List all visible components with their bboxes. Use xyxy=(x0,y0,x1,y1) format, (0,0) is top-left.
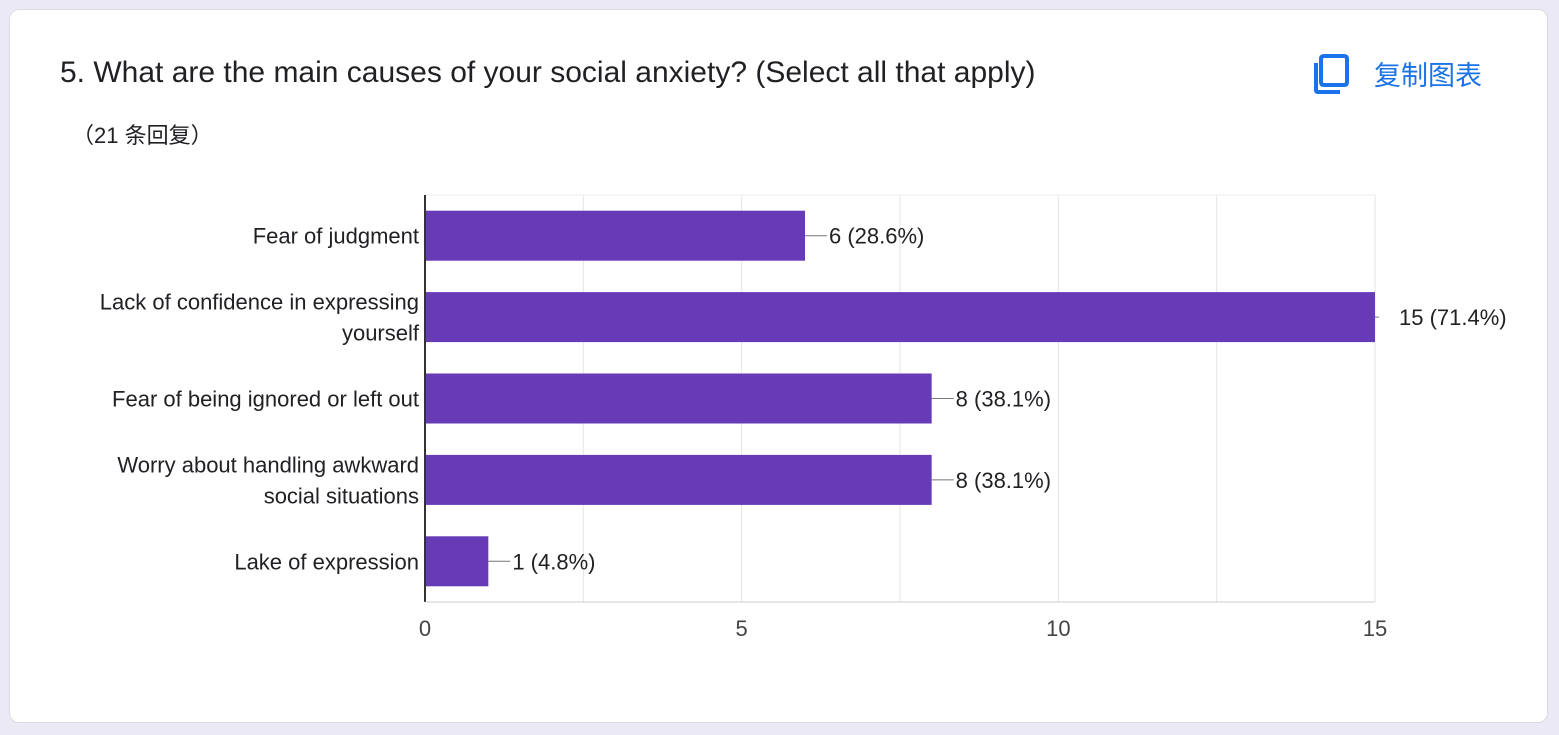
copy-chart-label: 复制图表 xyxy=(1374,60,1482,92)
bar xyxy=(425,292,1375,343)
category-label: social situations xyxy=(264,483,419,508)
data-label: 1 (4.8%) xyxy=(512,549,595,574)
category-label: Lake of expression xyxy=(234,549,419,574)
data-label: 6 (28.6%) xyxy=(829,224,924,249)
copy-chart-button[interactable]: 复制图表 xyxy=(1314,50,1482,96)
category-label: Lack of confidence in expressing xyxy=(100,290,419,315)
x-tick-label: 15 xyxy=(1363,616,1387,641)
bar xyxy=(425,210,805,261)
x-tick-label: 0 xyxy=(419,616,431,641)
x-tick-label: 10 xyxy=(1046,616,1070,641)
category-label: Worry about handling awkward xyxy=(117,452,419,477)
question-title: 5. What are the main causes of your soci… xyxy=(60,56,1036,89)
copy-icon xyxy=(1314,52,1350,94)
response-count: （21 条回复） xyxy=(72,123,213,148)
data-label: 8 (38.1%) xyxy=(956,387,1051,412)
category-label: Fear of being ignored or left out xyxy=(112,387,419,412)
x-tick-label: 5 xyxy=(736,616,748,641)
data-label: 8 (38.1%) xyxy=(956,468,1051,493)
bar xyxy=(425,373,932,424)
data-label: 15 (71.4%) xyxy=(1399,305,1507,330)
category-label: yourself xyxy=(342,321,420,346)
category-label: Fear of judgment xyxy=(253,224,419,249)
bar xyxy=(425,454,932,505)
bar xyxy=(425,536,489,587)
chart-card: 5. What are the main causes of your soci… xyxy=(9,9,1548,723)
